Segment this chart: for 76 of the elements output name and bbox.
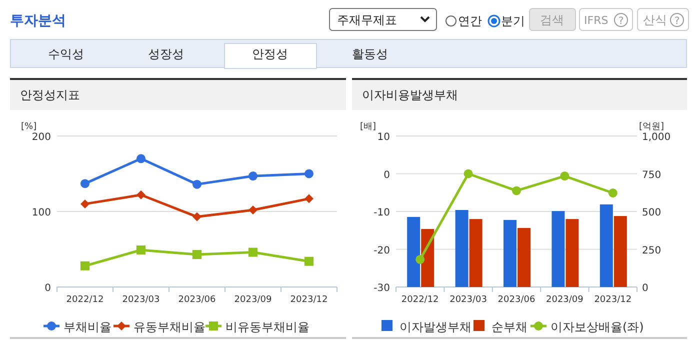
y-tick-label: -10 (374, 208, 390, 218)
y-tick-label: 0 (384, 170, 390, 181)
point (80, 179, 90, 188)
bar (566, 219, 579, 287)
bar (600, 204, 613, 287)
legend-label: 이자보상배율(좌) (550, 320, 644, 334)
point (192, 250, 202, 260)
point (248, 248, 258, 257)
y-tick-label: -30 (374, 283, 390, 294)
legend-label: 비유동부채비율 (226, 320, 310, 334)
y-axis-title: [%] (21, 122, 37, 132)
legend-label: 유동부채비율 (134, 320, 206, 334)
x-tick-label: 2023/06 (178, 295, 216, 305)
text: ? (618, 16, 624, 27)
point (192, 212, 202, 222)
text: 분기 (501, 14, 525, 28)
x-tick-label: 2023/09 (234, 295, 272, 305)
y2-axis-title: [억원] (639, 122, 664, 132)
x-tick-label: 2022/12 (401, 295, 439, 305)
text: 성장성 (148, 47, 184, 61)
chart-title: 이자비용발생부채 (362, 88, 458, 102)
x-tick-label: 2022/12 (66, 295, 104, 305)
x-tick-label: 2023/09 (546, 295, 584, 305)
x-tick-label: 2023/12 (594, 295, 632, 305)
point (304, 194, 314, 204)
y2-tick-label: 1,000 (642, 132, 671, 143)
point (80, 199, 90, 208)
text: 산식 (643, 13, 667, 27)
point (512, 186, 521, 196)
point (80, 261, 90, 270)
x-tick-label: 2023/06 (498, 295, 536, 305)
bar (518, 228, 530, 287)
bar (455, 210, 468, 287)
text: 검색 (540, 13, 564, 27)
text: 연간 (458, 14, 482, 28)
y-tick-label: 10 (377, 132, 390, 143)
legend-label: 부채비율 (64, 320, 112, 334)
legend-label: 이자발생부채 (400, 320, 472, 334)
point (304, 256, 314, 266)
bar (407, 216, 420, 287)
legend-label: 순부채 (492, 320, 528, 334)
text: ? (674, 16, 680, 27)
point (416, 254, 425, 264)
point (248, 205, 258, 214)
text: 수익성 (48, 47, 84, 61)
text: 주재무제표 (337, 13, 397, 27)
point (136, 190, 146, 200)
text: 안정성 (252, 47, 288, 61)
point (192, 180, 202, 189)
point (136, 246, 146, 255)
point (136, 154, 146, 164)
y2-tick-label: 500 (642, 208, 662, 218)
bar (504, 220, 516, 287)
y-tick-label: 100 (32, 208, 51, 218)
bar (552, 211, 565, 287)
text: 활동성 (352, 47, 388, 61)
bar (469, 219, 482, 287)
x-tick-label: 2023/12 (290, 295, 328, 305)
point (464, 169, 473, 178)
y-tick-label: 0 (44, 283, 51, 294)
x-tick-label: 2023/03 (122, 295, 160, 305)
point (248, 172, 258, 181)
text: IFRS (584, 14, 608, 27)
y-tick-label: 200 (32, 132, 51, 143)
point (560, 172, 570, 181)
y-tick-label: -20 (374, 245, 390, 256)
y2-tick-label: 0 (642, 283, 648, 294)
text: 투자분석 (10, 13, 66, 29)
bar (614, 216, 627, 287)
chart-title: 안정성지표 (20, 88, 80, 102)
y2-tick-label: 750 (642, 170, 662, 181)
x-tick-label: 2023/03 (450, 295, 487, 305)
point (608, 188, 618, 198)
y2-tick-label: 250 (642, 245, 662, 256)
point (304, 169, 314, 178)
y-axis-title: [배] (360, 122, 376, 132)
